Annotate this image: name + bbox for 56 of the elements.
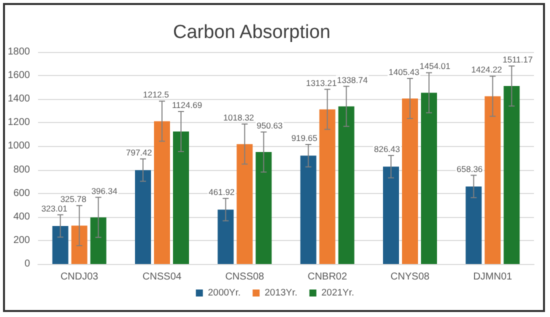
bar — [52, 226, 68, 264]
bar — [319, 109, 336, 264]
y-tick-label: 1800 — [8, 46, 30, 58]
data-label: 1018.32 — [223, 112, 254, 123]
x-tick-label: CNDJ03 — [60, 272, 99, 282]
data-label: 658.36 — [456, 164, 483, 174]
data-label: 396.34 — [91, 186, 118, 196]
y-tick-label: 600 — [13, 188, 30, 199]
bar — [256, 152, 272, 264]
y-tick-label: 800 — [13, 164, 30, 176]
y-tick-label: 400 — [13, 211, 30, 222]
bar — [338, 106, 354, 264]
bar — [236, 144, 253, 264]
y-tick-label: 200 — [13, 234, 30, 246]
data-label: 323.01 — [41, 203, 68, 214]
y-tick-label: 1200 — [8, 117, 30, 128]
legend-label: 2000Yr. — [208, 288, 241, 298]
y-tick-label: 1600 — [8, 70, 30, 82]
data-label: 325.78 — [60, 194, 87, 204]
data-label: 1124.69 — [172, 100, 202, 110]
y-tick-label: 0 — [24, 258, 30, 270]
data-label: 826.43 — [374, 144, 400, 154]
chart-title: Carbon Absorption — [173, 22, 330, 43]
data-label: 1212.5 — [143, 90, 170, 100]
bar — [300, 156, 316, 264]
legend-label: 2013Yr. — [264, 288, 298, 298]
y-tick-label: 1000 — [8, 140, 30, 152]
bar — [173, 132, 189, 264]
data-label: 1424.22 — [471, 64, 502, 75]
x-tick-label: CNSS04 — [142, 272, 182, 282]
bar — [154, 121, 170, 264]
data-label: 1338.74 — [336, 74, 368, 85]
x-tick-label: CNYS08 — [390, 272, 430, 282]
data-label: 1313.21 — [306, 78, 337, 88]
data-label: 950.63 — [256, 120, 283, 131]
y-tick-label: 1400 — [8, 94, 30, 105]
legend-label: 2021Yr. — [321, 288, 354, 298]
x-tick-label: CNSS08 — [225, 272, 265, 282]
bar — [383, 166, 399, 264]
bar — [90, 217, 106, 264]
bar — [421, 92, 437, 264]
data-label: 919.65 — [291, 132, 318, 143]
bar — [484, 96, 501, 264]
bar — [466, 186, 482, 264]
data-label: 461.92 — [208, 186, 235, 197]
data-label: 1405.43 — [388, 66, 420, 77]
data-label: 797.42 — [126, 147, 152, 158]
bar — [402, 98, 418, 264]
bar — [504, 86, 520, 264]
data-label: 1454.01 — [420, 61, 451, 72]
bar — [135, 170, 151, 264]
bar — [71, 226, 88, 264]
x-tick-label: CNBR02 — [308, 272, 348, 282]
data-label: 1511.17 — [502, 54, 533, 64]
bar — [218, 210, 234, 264]
x-tick-label: DJMN01 — [473, 272, 513, 282]
